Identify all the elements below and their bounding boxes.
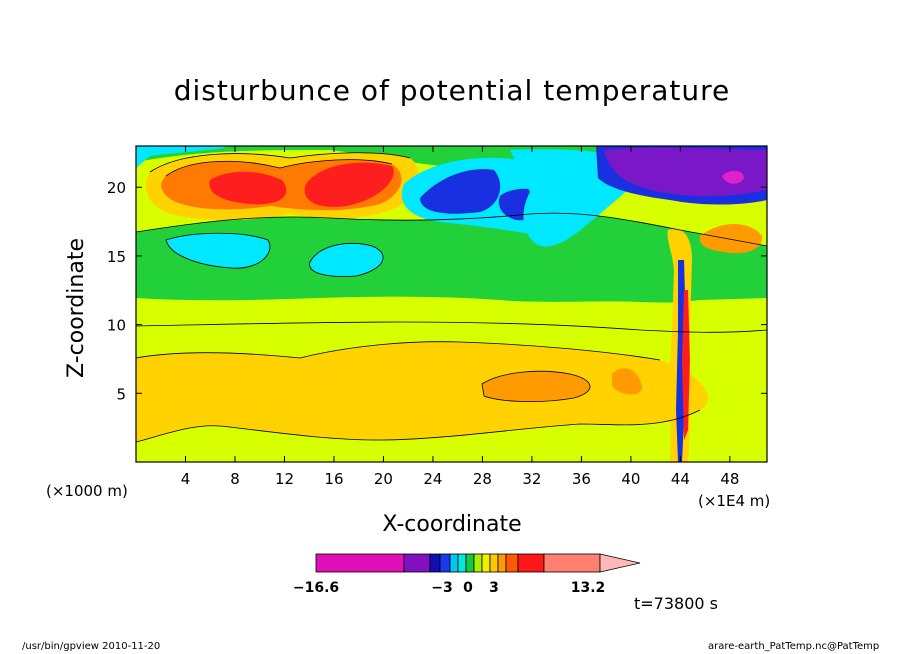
colorbar-segment (465, 553, 475, 573)
region-orange-right-mid (699, 224, 763, 254)
region-red-left (209, 171, 287, 205)
y-tick-label: 20 (107, 179, 126, 197)
x-tick-label: 44 (671, 470, 690, 488)
region-red-right (304, 162, 394, 207)
y-tick-label: 15 (107, 248, 126, 266)
colorbar-label: 3 (489, 580, 499, 596)
colorbar-segment (439, 553, 451, 573)
x-tick-label: 48 (720, 470, 739, 488)
x-tick-label: 36 (572, 470, 591, 488)
x-tick-label: 40 (621, 470, 640, 488)
region-magenta-spot (722, 170, 744, 184)
region-blue-mid (420, 169, 501, 214)
region-green-band (136, 213, 767, 303)
x-tick-label: 4 (181, 470, 191, 488)
colorbar-segment (543, 553, 601, 573)
colorbar-segment (505, 553, 519, 573)
region-cyan-1 (166, 233, 270, 269)
colorbar-label: 0 (463, 580, 473, 596)
colorbar-segment (429, 553, 441, 573)
x-tick-label: 20 (374, 470, 393, 488)
colorbar-label: −3 (431, 580, 452, 596)
region-orange-right (612, 368, 642, 395)
chart-title: disturbunce of potential temperature (173, 74, 731, 107)
region-disturbance-red (682, 290, 690, 440)
time-annotation: t=73800 s (634, 594, 718, 613)
x-tick-label: 32 (522, 470, 541, 488)
y-tick-label: 5 (116, 385, 126, 403)
plot-frame (135, 145, 768, 463)
colorbar-segment (481, 553, 491, 573)
region-top-cyan (136, 146, 230, 168)
region-purple-topright (604, 147, 767, 197)
region-green-bottom (136, 298, 767, 333)
colorbar-segment (315, 553, 405, 573)
contour-lines (136, 152, 767, 443)
colorbar-segment (497, 553, 507, 573)
colorbar-segment (403, 553, 431, 573)
x-unit-label-right: (×1E4 m) (698, 492, 771, 510)
contour-field (136, 146, 767, 462)
colorbar-segment (457, 553, 467, 573)
x-unit-label: (×1000 m) (46, 482, 128, 500)
region-orange-low (482, 371, 591, 402)
x-tick-label: 16 (324, 470, 343, 488)
x-tick-label: 28 (473, 470, 492, 488)
colorbar-label: −16.6 (293, 580, 339, 596)
footer-right: arare-earth_PatTemp.nc@PatTemp (708, 641, 880, 652)
colorbar-extend-arrow (599, 553, 641, 573)
x-axis-ticks: 4 8 12 16 20 24 28 32 36 40 44 48 (181, 146, 739, 488)
colorbar-segment (517, 553, 545, 573)
region-yellow-lower (136, 341, 708, 442)
y-axis-ticks: 5 10 15 20 (107, 179, 767, 403)
x-tick-label: 8 (230, 470, 240, 488)
y-tick-label: 10 (107, 317, 126, 335)
colorbar-segment (473, 553, 483, 573)
colorbar: −16.6 −3 0 3 13.2 (293, 553, 641, 596)
colorbar-segment (449, 553, 459, 573)
colorbar-segment (489, 553, 499, 573)
colorbar-label: 13.2 (571, 580, 606, 596)
footer-left: /usr/bin/gpview 2010-11-20 (22, 641, 161, 652)
x-tick-label: 12 (275, 470, 294, 488)
region-cyan-2 (309, 243, 384, 277)
x-axis-label: X-coordinate (382, 512, 522, 537)
x-tick-label: 24 (423, 470, 442, 488)
